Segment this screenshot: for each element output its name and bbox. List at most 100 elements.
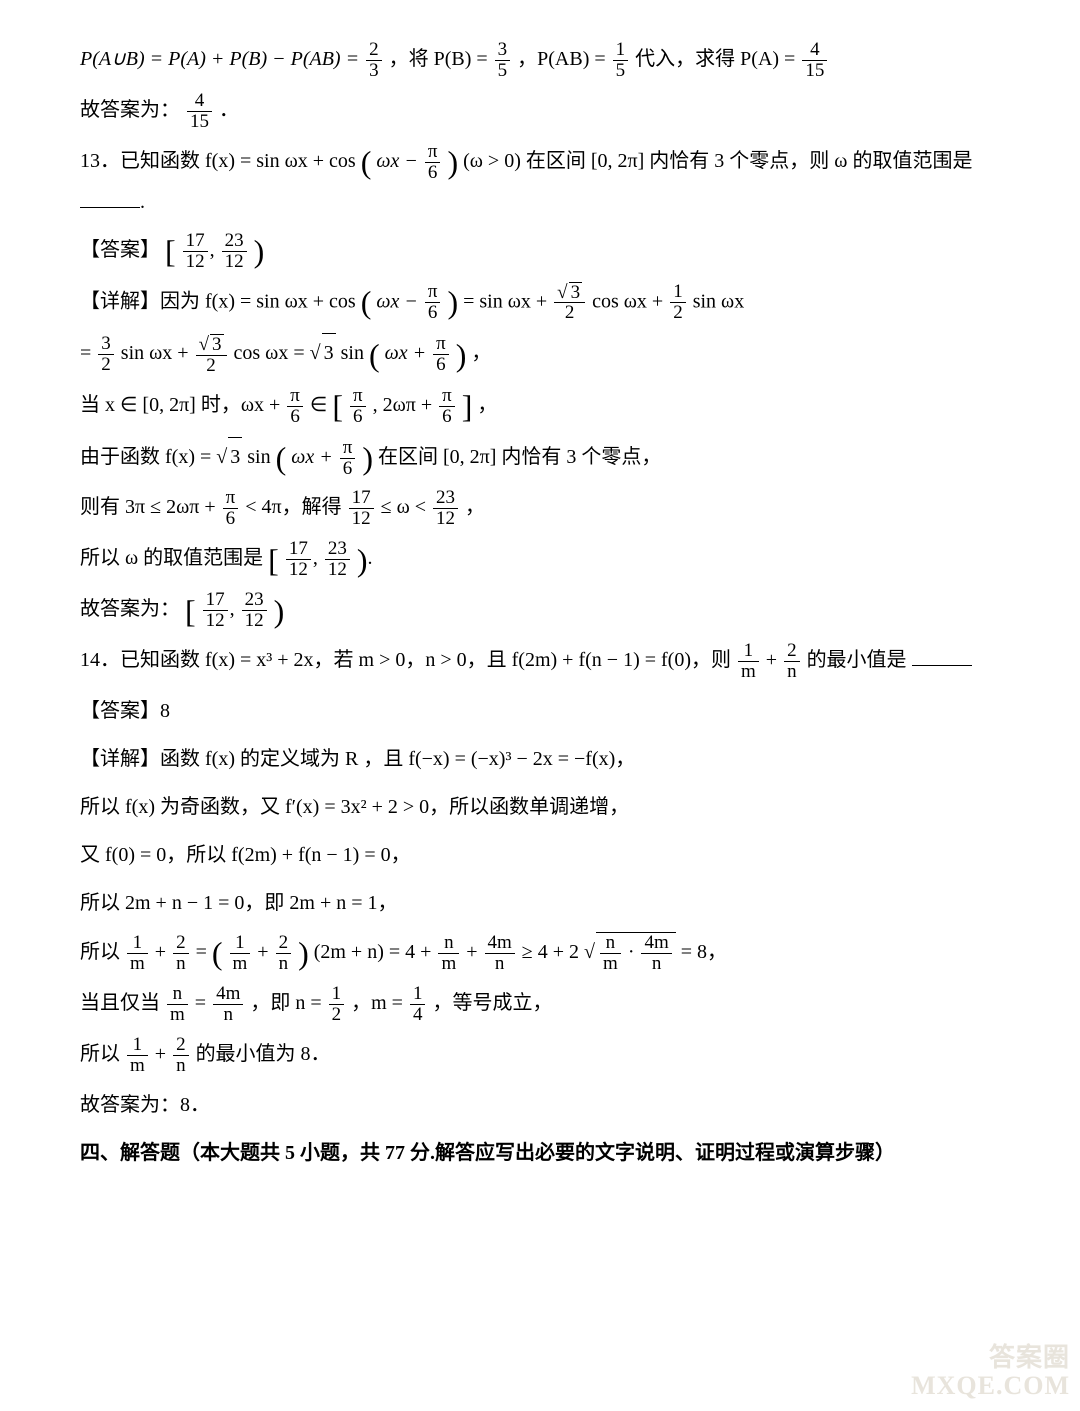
frac: π6 [425, 282, 441, 323]
sqrt: nm · 4mn [596, 932, 676, 974]
text: 在区间 [0, 2π] 内恰有 3 个零点， [378, 446, 661, 468]
bracket-left: [ [268, 542, 279, 578]
detail-13: = 32 sin ωx + √32 cos ωx = √3 sin ( ωx +… [80, 333, 1000, 375]
frac: 1m [738, 641, 759, 682]
frac: 2n [276, 933, 292, 974]
paren-right: ) [447, 144, 458, 180]
paren-right: ) [274, 593, 285, 629]
frac: 2312 [222, 231, 247, 272]
text: 则有 3π ≤ 2ωπ + [80, 496, 221, 518]
detail-14: 故答案为：8． [80, 1086, 1000, 1124]
frac: π6 [439, 386, 455, 427]
paren-left: ( [361, 284, 372, 320]
text: 故答案为：8． [80, 1094, 210, 1116]
detail-14: 又 f(0) = 0，所以 f(2m) + f(n − 1) = 0， [80, 836, 1000, 874]
frac: nm [600, 933, 621, 974]
paren-right: ) [254, 233, 265, 269]
text: ， [465, 496, 485, 518]
detail-13: 由于函数 f(x) = √3 sin ( ωx + π6 ) 在区间 [0, 2… [80, 437, 1000, 479]
text: + [257, 941, 273, 963]
sqrt: 3 [322, 333, 336, 372]
text: 所以 [80, 941, 125, 963]
frac: 14 [410, 984, 426, 1025]
detail-13: 所以 ω 的取值范围是 [ 1712, 2312 ). [80, 539, 1000, 580]
detail-14: 所以 1m + 2n = ( 1m + 2n ) (2m + n) = 4 + … [80, 932, 1000, 974]
text: + [155, 941, 171, 963]
frac: √32 [196, 334, 227, 376]
text: 所以 f(x) 为奇函数，又 f′(x) = 3x² + 2 > 0，所以函数单… [80, 796, 629, 818]
detail-14: 【详解】函数 f(x) 的定义域为 R ，且 f(−x) = (−x)³ − 2… [80, 740, 1000, 778]
text: ∈ [310, 394, 332, 416]
text: sin [247, 446, 270, 468]
detail-14: 所以 2m + n − 1 = 0，即 2m + n = 1， [80, 884, 1000, 922]
text: 又 f(0) = 0，所以 f(2m) + f(n − 1) = 0， [80, 844, 411, 866]
text: , 2ωπ + [373, 394, 438, 416]
text: · [628, 941, 640, 963]
frac: 23 [366, 40, 382, 81]
frac: 4mn [485, 933, 515, 974]
text: ≤ ω < [381, 496, 431, 518]
eq: = [80, 342, 96, 364]
frac: 415 [187, 91, 212, 132]
frac: π6 [350, 386, 366, 427]
text: + [466, 941, 482, 963]
frac: 4mn [213, 984, 243, 1025]
frac: 1m [230, 933, 251, 974]
text: (ω > 0) 在区间 [0, 2π] 内恰有 3 个零点，则 ω 的取值范围是 [463, 150, 972, 172]
expr: ωx − [376, 150, 423, 172]
frac: 12 [670, 282, 686, 323]
text: < 4π，解得 [245, 496, 346, 518]
text: + [766, 649, 782, 671]
detail-14: 所以 f(x) 为奇函数，又 f′(x) = 3x² + 2 > 0，所以函数单… [80, 788, 1000, 826]
answer-14: 【答案】8 [80, 692, 1000, 730]
frac: π6 [223, 488, 239, 529]
bracket-right: ] [462, 388, 473, 424]
text: sin ωx + [121, 342, 194, 364]
text: 的最小值是 [807, 649, 907, 671]
frac: 2n [784, 641, 800, 682]
frac: 35 [495, 40, 511, 81]
frac: 2312 [242, 590, 267, 631]
expr: ωx + [385, 342, 432, 364]
text: 13．已知函数 f(x) = sin ωx + cos [80, 150, 356, 172]
frac: π6 [425, 142, 441, 183]
text: ，m = [351, 992, 408, 1014]
watermark: 答案圈 MXQE.COM [911, 1344, 1070, 1401]
frac: π6 [433, 334, 449, 375]
text: ． [219, 99, 239, 121]
text: 所以 2m + n − 1 = 0，即 2m + n = 1， [80, 892, 398, 914]
detail-13: 故答案为： [ 1712, 2312 ) [80, 590, 1000, 631]
text: 所以 ω 的取值范围是 [80, 547, 268, 569]
text: sin [341, 342, 364, 364]
frac: 1m [127, 933, 148, 974]
frac: nm [438, 933, 459, 974]
text: ，P(AB) = [517, 48, 611, 70]
paren-right: ) [357, 542, 368, 578]
frac: 32 [98, 334, 114, 375]
text: = [196, 941, 212, 963]
text: cos ωx = [234, 342, 310, 364]
text: sin ωx [693, 290, 745, 312]
frac: nm [167, 984, 188, 1025]
text: ， [477, 394, 497, 416]
frac: 1712 [203, 590, 228, 631]
bracket-left: [ [332, 388, 343, 424]
detail-label: 【详解】因为 f(x) = sin ωx + cos [80, 290, 356, 312]
answer-label: 【答案】 [80, 239, 160, 261]
text: 故答案为： [80, 99, 180, 121]
frac: 415 [802, 40, 827, 81]
paren-left: ( [361, 144, 372, 180]
text: = sin ωx + [463, 290, 552, 312]
detail-13: 当 x ∈ [0, 2π] 时，ωx + π6 ∈ [ π6 , 2ωπ + π… [80, 386, 1000, 427]
paren-right: ) [298, 935, 309, 971]
text: (2m + n) = 4 + [314, 941, 437, 963]
frac: 4mn [641, 933, 671, 974]
fill-blank [912, 665, 972, 666]
frac: 1712 [349, 488, 374, 529]
section-4-heading: 四、解答题（本大题共 5 小题，共 77 分.解答应写出必要的文字说明、证明过程… [80, 1134, 1000, 1172]
paren-left: ( [276, 440, 287, 476]
frac: 1712 [183, 231, 208, 272]
frac: 2312 [325, 539, 350, 580]
frac: 2n [173, 1035, 189, 1076]
question-13: 13．已知函数 f(x) = sin ωx + cos ( ωx − π6 ) … [80, 142, 1000, 221]
